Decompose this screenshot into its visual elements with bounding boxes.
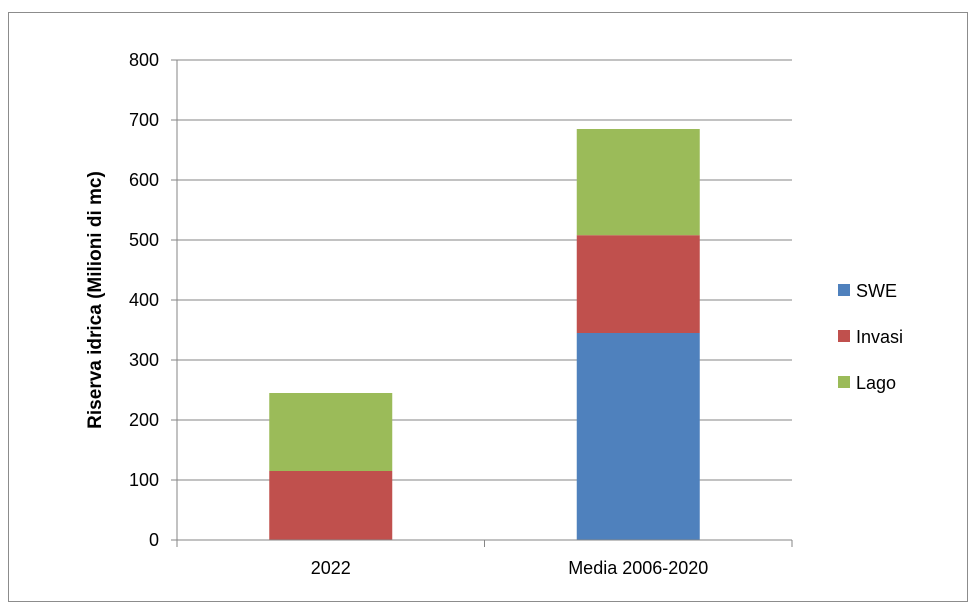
tick-labels: 0 100 200 300 400 500 600 700 800 2022 Media 2006-… — [129, 50, 708, 578]
y-tick-label: 500 — [129, 230, 159, 250]
axes — [171, 59, 793, 547]
y-tick-label: 300 — [129, 350, 159, 370]
bars — [269, 129, 700, 540]
y-tick-label: 0 — [149, 530, 159, 550]
legend-swatch-lago — [838, 376, 850, 388]
bar-segment-invasi — [576, 235, 700, 333]
legend-swatch-invasi — [838, 330, 850, 342]
y-tick-label: 600 — [129, 170, 159, 190]
legend-label-invasi: Invasi — [856, 327, 903, 347]
y-tick-label: 200 — [129, 410, 159, 430]
legend-label-lago: Lago — [856, 373, 896, 393]
legend: SWE Invasi Lago — [838, 281, 903, 393]
legend-swatch-swe — [838, 284, 850, 296]
bar-segment-swe — [576, 333, 700, 540]
bar-segment-lago — [576, 129, 700, 236]
x-tick-label: Media 2006-2020 — [568, 558, 708, 578]
chart-frame — [8, 12, 968, 602]
y-tick-label: 700 — [129, 110, 159, 130]
y-tick-label: 100 — [129, 470, 159, 490]
y-tick-label: 400 — [129, 290, 159, 310]
bar-segment-lago — [269, 393, 393, 471]
y-tick-label: 800 — [129, 50, 159, 70]
x-tick-label: 2022 — [311, 558, 351, 578]
bar-segment-invasi — [269, 471, 393, 540]
y-axis-title: Riserva idrica (Milioni di mc) — [85, 171, 106, 429]
legend-label-swe: SWE — [856, 281, 897, 301]
